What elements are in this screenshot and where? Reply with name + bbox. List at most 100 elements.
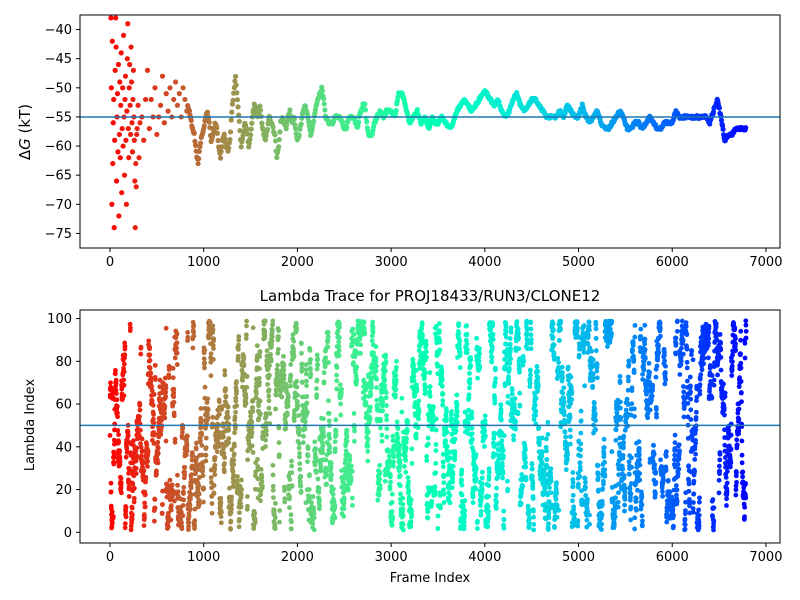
lambda-point [241, 362, 247, 368]
lambda-point [171, 413, 177, 419]
lambda-point [209, 510, 215, 516]
delta-g-point [201, 123, 207, 129]
lambda-point [427, 389, 433, 394]
delta-g-point [249, 120, 255, 126]
lambda-point [326, 431, 332, 437]
lambda-point [311, 515, 317, 521]
lambda-point [501, 525, 507, 531]
lambda-point [479, 496, 484, 501]
lambda-point [383, 352, 389, 358]
lambda-point [314, 392, 320, 398]
lambda-point [114, 404, 120, 410]
lambda-point [409, 461, 415, 466]
lambda-point [552, 525, 557, 530]
lambda-point [198, 406, 204, 411]
lambda-point [473, 476, 479, 482]
lambda-point [315, 476, 321, 482]
lambda-point [288, 519, 294, 525]
lambda-point [413, 431, 419, 437]
lambda-point [166, 375, 172, 381]
lambda-point [332, 446, 338, 452]
lambda-point [155, 460, 161, 466]
lambda-point [336, 335, 342, 341]
lambda-point [430, 412, 436, 418]
lambda-point [330, 491, 336, 497]
delta-g-point [110, 120, 116, 126]
lambda-point [233, 398, 239, 404]
lambda-point [565, 452, 571, 457]
delta-g-point [148, 96, 154, 103]
lambda-point [500, 448, 506, 453]
lambda-point [570, 470, 576, 475]
delta-g-point [248, 126, 254, 132]
lambda-point [556, 507, 562, 513]
lambda-point [384, 426, 390, 432]
lambda-point [229, 494, 234, 500]
lambda-point [354, 378, 360, 383]
lambda-point [448, 455, 453, 461]
lambda-point [241, 354, 247, 360]
lambda-point [341, 506, 347, 512]
lambda-point [326, 398, 331, 404]
delta-g-point [298, 121, 304, 127]
lambda-point [266, 405, 272, 411]
lambda-point [218, 514, 224, 520]
lambda-point [185, 334, 191, 340]
lambda-point [122, 352, 128, 358]
lambda-point [196, 483, 202, 489]
lambda-point [533, 408, 539, 414]
lambda-point [427, 393, 433, 399]
lambda-point [256, 403, 262, 409]
lambda-point [422, 384, 428, 390]
lambda-point [570, 492, 576, 498]
lambda-point [235, 353, 241, 359]
delta-g-point [114, 91, 121, 97]
lambda-point [391, 454, 397, 460]
lambda-point [305, 446, 311, 451]
lambda-point [365, 449, 371, 454]
lambda-point [287, 383, 293, 389]
lambda-point [507, 361, 513, 366]
delta-g-point [111, 96, 117, 103]
lambda-point [479, 475, 485, 481]
delta-g-point [214, 130, 221, 136]
lambda-point [575, 523, 581, 529]
lambda-point [400, 495, 406, 501]
lambda-point [461, 519, 467, 525]
lambda-point [267, 411, 273, 416]
lambda-point [473, 486, 479, 492]
lambda-point [306, 487, 312, 492]
lambda-point [507, 336, 513, 341]
delta-g-point [113, 178, 120, 184]
lambda-point [244, 318, 250, 324]
lambda-point [208, 475, 214, 481]
lambda-point [107, 433, 113, 438]
delta-g-point [264, 126, 271, 133]
delta-g-point [260, 126, 266, 132]
lambda-point [369, 385, 374, 391]
lambda-point [254, 343, 260, 349]
lambda-point [457, 339, 463, 344]
lambda-point [411, 363, 417, 369]
lambda-point [163, 325, 169, 331]
lambda-point [467, 371, 472, 376]
delta-g-point [222, 140, 229, 146]
lambda-point [408, 497, 414, 503]
lambda-point [399, 409, 405, 415]
delta-g-point [291, 116, 297, 123]
delta-g-point [247, 132, 254, 138]
lambda-xlabel: Frame Index [390, 571, 471, 586]
lambda-point [277, 519, 282, 525]
lambda-point [358, 342, 363, 348]
y-tick-label: −70 [45, 198, 72, 213]
lambda-point [533, 402, 538, 408]
lambda-point [216, 429, 222, 435]
lambda-point [424, 354, 429, 360]
y-tick-label: −40 [45, 23, 72, 38]
lambda-point [234, 379, 239, 384]
lambda-point [270, 472, 276, 478]
delta-g-point [128, 44, 134, 50]
lambda-point [454, 420, 460, 425]
lambda-point [281, 372, 287, 378]
delta-g-point [236, 118, 242, 124]
